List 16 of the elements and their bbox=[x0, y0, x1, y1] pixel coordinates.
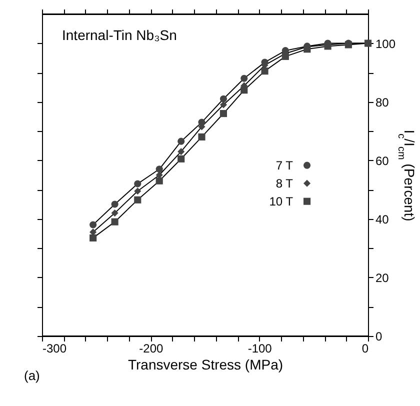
annotation: Internal-Tin Nb₃Sn bbox=[62, 27, 177, 43]
legend-label: 10 T bbox=[269, 194, 294, 208]
y-tick-label: 40 bbox=[376, 212, 390, 226]
y-tick-label: 0 bbox=[376, 330, 382, 344]
y-tick-label: 60 bbox=[376, 154, 390, 168]
x-tick-label: 0 bbox=[362, 342, 369, 356]
x-tick-label: -100 bbox=[248, 342, 272, 356]
x-tick-label: -200 bbox=[139, 342, 164, 356]
y-tick-label: 80 bbox=[376, 95, 390, 110]
legend-label: 7 T bbox=[276, 158, 294, 172]
x-axis-title: Transverse Stress (MPa) bbox=[128, 356, 284, 372]
legend-label: 8 T bbox=[276, 176, 294, 190]
y-tick-label: 100 bbox=[376, 36, 396, 51]
text: (a) bbox=[24, 368, 40, 383]
x-tick-label: -300 bbox=[42, 342, 67, 356]
y-tick-label: 20 bbox=[376, 270, 390, 285]
